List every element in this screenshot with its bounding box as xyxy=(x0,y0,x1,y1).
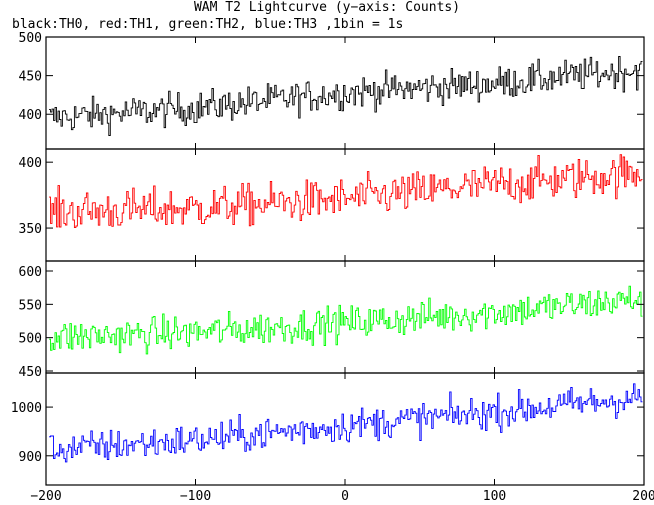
x-tick-label: −100 xyxy=(180,489,211,504)
x-tick-label: 0 xyxy=(341,489,349,504)
y-tick-label: 350 xyxy=(19,222,42,237)
panel-frame-th3 xyxy=(45,372,645,486)
y-tick-label: 600 xyxy=(19,265,42,280)
x-tick-label: 100 xyxy=(483,489,506,504)
x-tick-label: 200 xyxy=(632,489,654,504)
series-line-th1 xyxy=(49,154,643,229)
y-tick-label: 450 xyxy=(19,70,42,85)
y-tick-label: 550 xyxy=(19,298,42,313)
chart-subtitle: black:TH0, red:TH1, green:TH2, blue:TH3 … xyxy=(12,17,404,32)
x-tick-label: −200 xyxy=(30,489,61,504)
y-tick-label: 400 xyxy=(19,156,42,171)
y-tick-label: 450 xyxy=(19,365,42,380)
y-tick-label: 900 xyxy=(19,450,42,465)
series-line-th3 xyxy=(49,383,643,463)
series-line-th2 xyxy=(49,285,643,355)
chart-title: WAM T2 Lightcurve (y−axis: Counts) xyxy=(193,0,461,15)
y-tick-label: 500 xyxy=(19,31,42,46)
y-tick-label: 500 xyxy=(19,332,42,347)
series-line-th0 xyxy=(49,56,643,136)
y-tick-label: 1000 xyxy=(11,401,42,416)
y-tick-label: 400 xyxy=(19,108,42,123)
